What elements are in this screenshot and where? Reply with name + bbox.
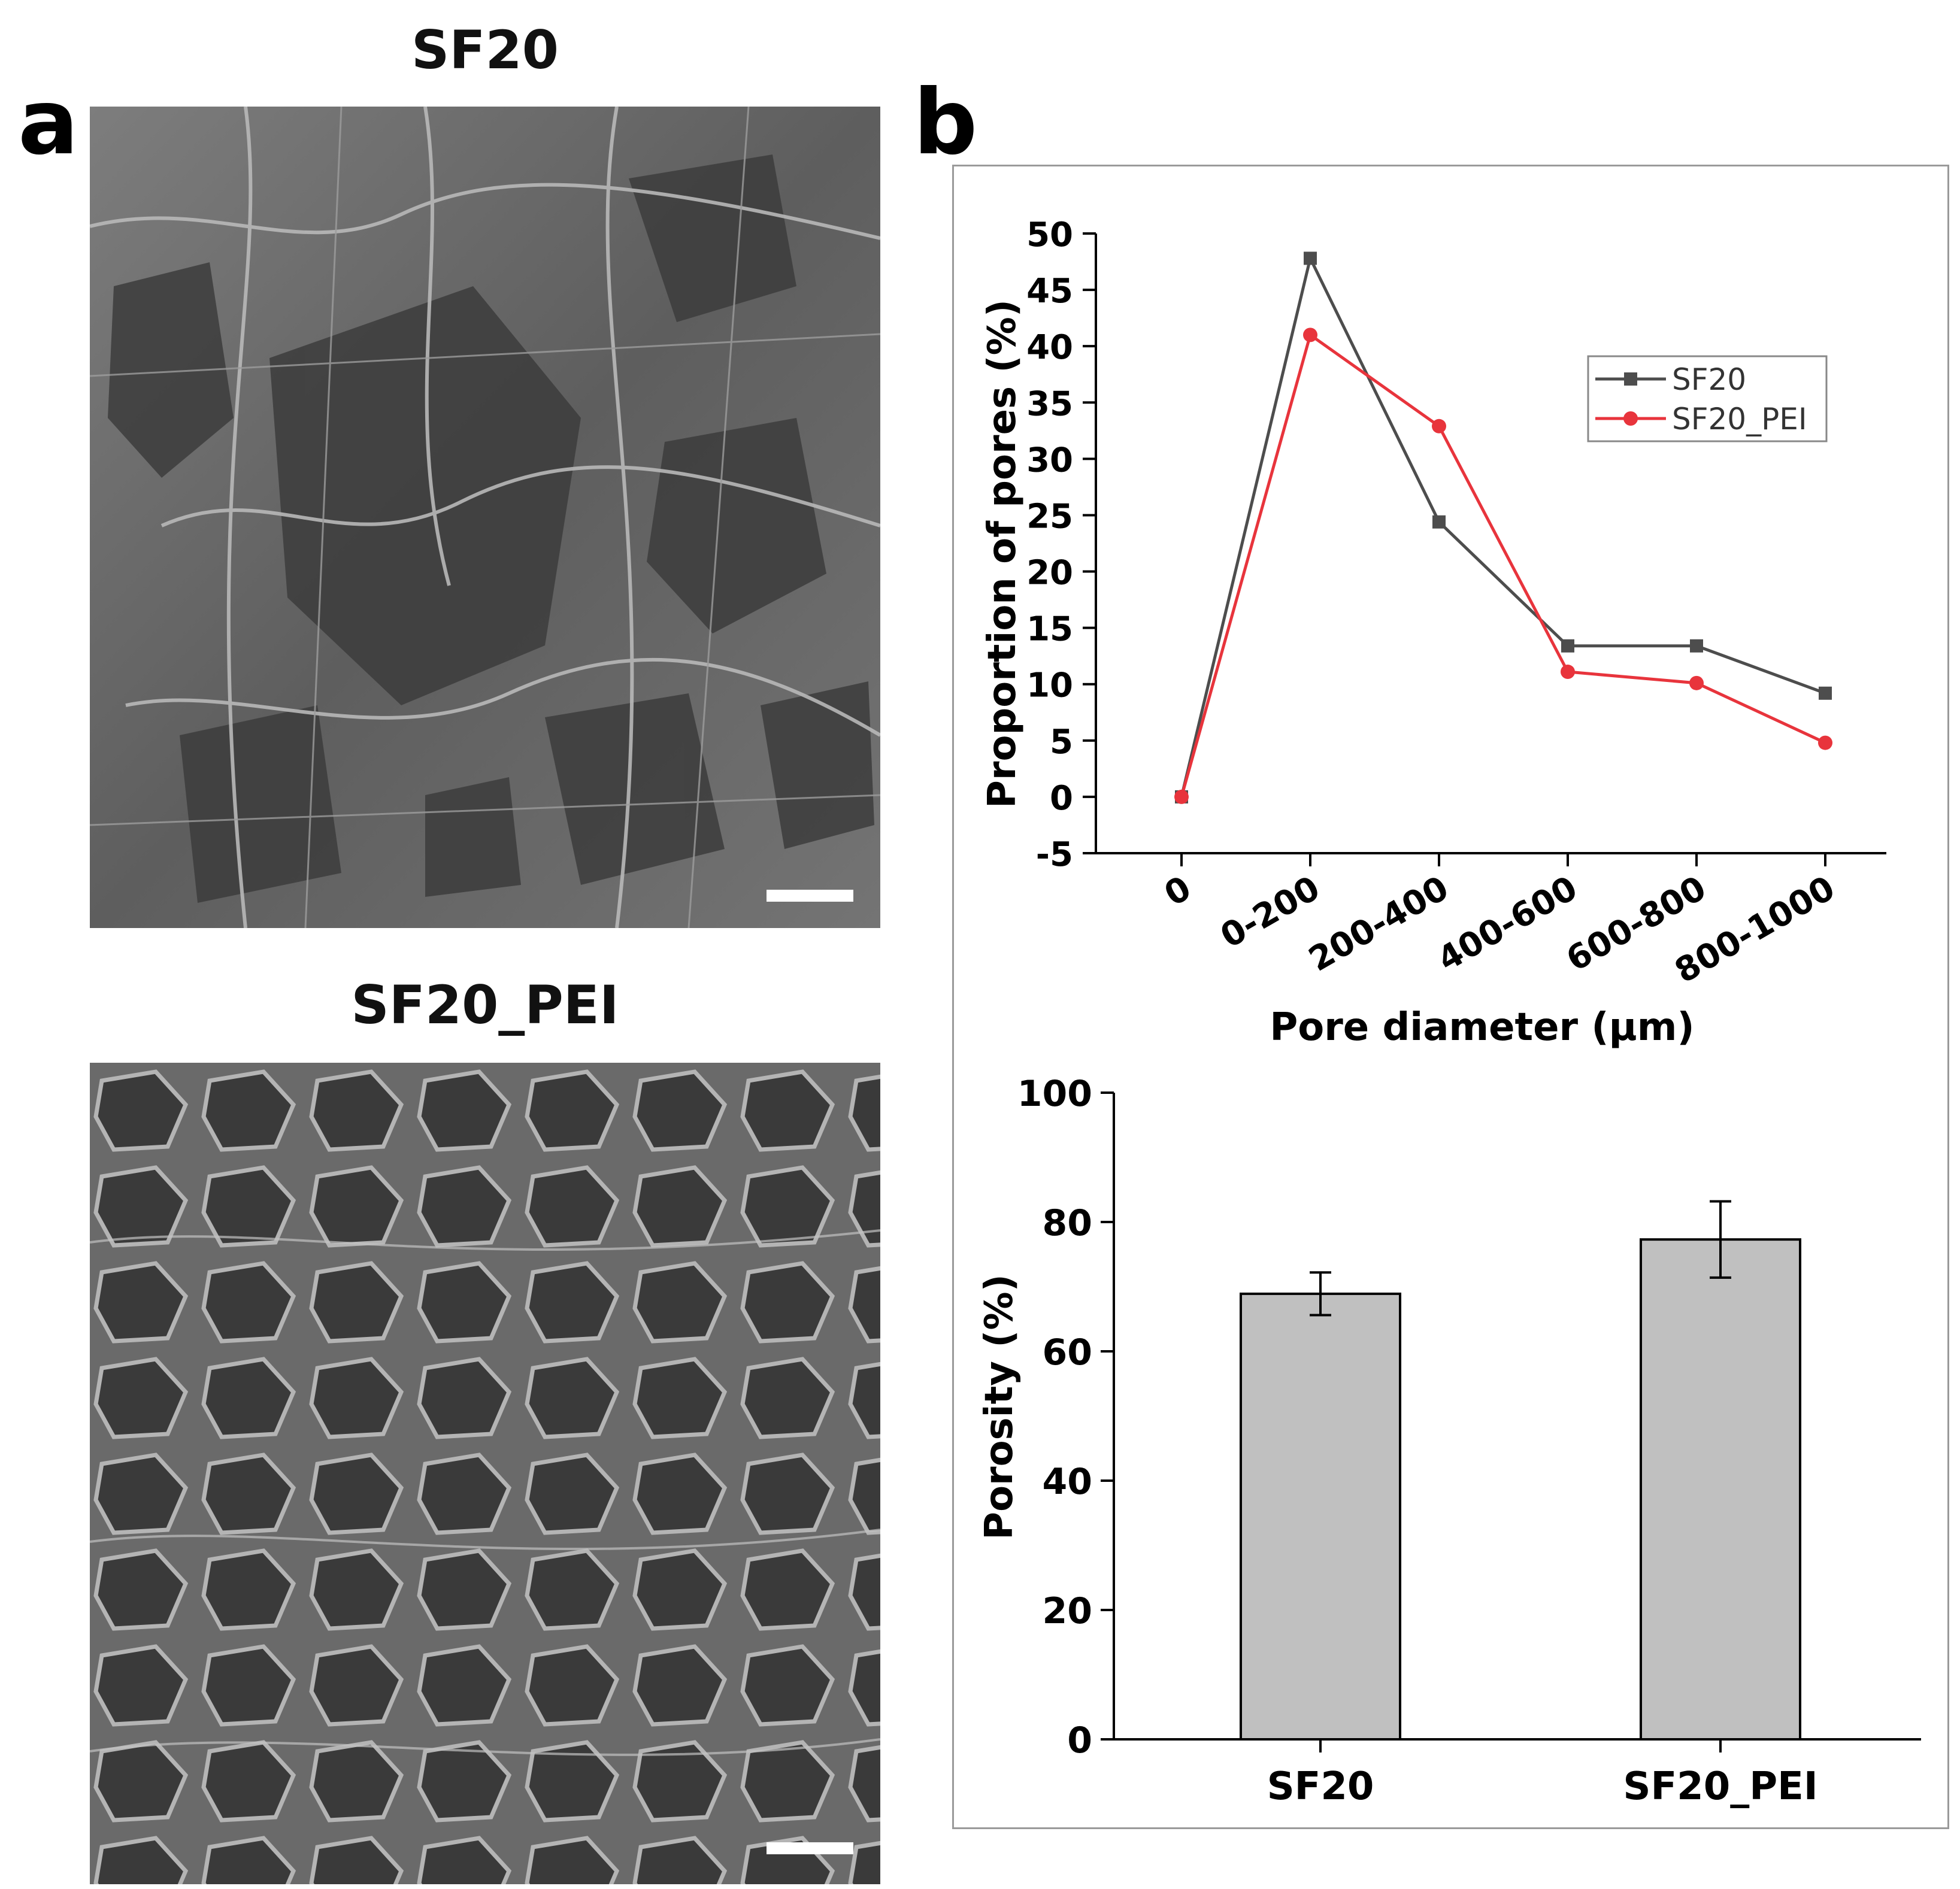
line-point: [1561, 665, 1575, 680]
line-series-sf20-pei: [1174, 328, 1832, 804]
bar-chart-y-tick-label: 40: [1043, 1461, 1093, 1503]
error-bar: [1710, 1200, 1731, 1279]
line-series-path: [1180, 254, 1826, 798]
bar-chart-y-tick-label: 80: [1043, 1202, 1093, 1244]
line-point: [1561, 639, 1574, 653]
legend-marker: [1624, 372, 1637, 386]
bar-sf20: [1240, 1292, 1401, 1741]
line-point: [1690, 639, 1703, 653]
scale-bar-sf20: [767, 890, 853, 902]
bar-chart-x-tick-label: SF20: [1267, 1764, 1374, 1809]
line-point: [1432, 419, 1446, 433]
line-chart-y-tick-label: 50: [1026, 216, 1073, 254]
line-point: [1818, 735, 1832, 750]
line-chart-legend: [1587, 355, 1828, 442]
line-chart-y-tick-label: 5: [1050, 723, 1073, 762]
sem-image-title-sf20: SF20: [411, 19, 559, 81]
legend-label: SF20_PEI: [1672, 402, 1807, 436]
error-bar: [1310, 1271, 1331, 1317]
bar-chart-y-tick-label: 60: [1043, 1332, 1093, 1373]
bar-sf20-pei: [1640, 1238, 1801, 1741]
porosity-bar-chart: 0 20 40 60 80 100 SF20 SF20_PEI Porosity (%): [977, 1073, 1921, 1809]
line-chart-x-axis-label: Pore diameter (μm): [1270, 1005, 1694, 1050]
bar-chart-x-tick-label: SF20_PEI: [1623, 1764, 1817, 1809]
line-chart-y-tick-label: 20: [1026, 554, 1073, 593]
line-chart-y-tick-label: 0: [1050, 779, 1073, 818]
line-chart-x-tick-label: 400-600: [1431, 869, 1584, 980]
sem-image-title-sf20-pei: SF20_PEI: [351, 974, 619, 1036]
line-chart-y-tick-label: 15: [1026, 610, 1073, 649]
bar-chart-y-tick-label: 100: [1017, 1073, 1092, 1115]
line-point: [1689, 675, 1704, 690]
line-point: [1304, 251, 1317, 265]
line-chart-y-axis-label: Proportion of pores (%): [980, 299, 1025, 808]
bar-chart-y-tick-label: 0: [1067, 1720, 1092, 1761]
line-chart-y-tick-label: 10: [1026, 666, 1073, 705]
line-chart-x-tick-label: 200-400: [1302, 869, 1455, 980]
line-point: [1432, 515, 1446, 529]
sem-texture-sf20: [90, 107, 880, 928]
line-chart-y-tick-label: 40: [1026, 328, 1073, 367]
line-point: [1819, 686, 1832, 700]
line-point: [1303, 328, 1317, 342]
line-series-sf20: [1175, 251, 1832, 803]
line-point: [1174, 789, 1189, 804]
legend-label: SF20: [1672, 362, 1746, 397]
bar-chart-y-tick-label: 20: [1043, 1590, 1093, 1632]
line-chart-y-tick-label: 30: [1026, 441, 1073, 480]
line-chart-y-tick-label: 35: [1026, 384, 1073, 423]
line-chart-y-tick-label: -5: [1036, 835, 1073, 874]
line-chart-y-tick-label: 25: [1026, 497, 1073, 536]
line-chart-x-tick-label: 0: [1158, 869, 1198, 914]
sem-texture-sf20-pei: [90, 1063, 880, 1884]
scale-bar-sf20-pei: [767, 1842, 853, 1854]
line-chart-y-tick-label: 45: [1026, 272, 1073, 311]
sem-image-sf20: [90, 107, 880, 928]
panel-letter-b: b: [913, 71, 978, 175]
bar-chart-y-axis-label: Porosity (%): [977, 1274, 1022, 1540]
line-series-path: [1180, 332, 1826, 798]
panel-letter-a: a: [18, 71, 79, 175]
sem-image-sf20-pei: [90, 1063, 880, 1884]
legend-marker: [1623, 411, 1638, 426]
